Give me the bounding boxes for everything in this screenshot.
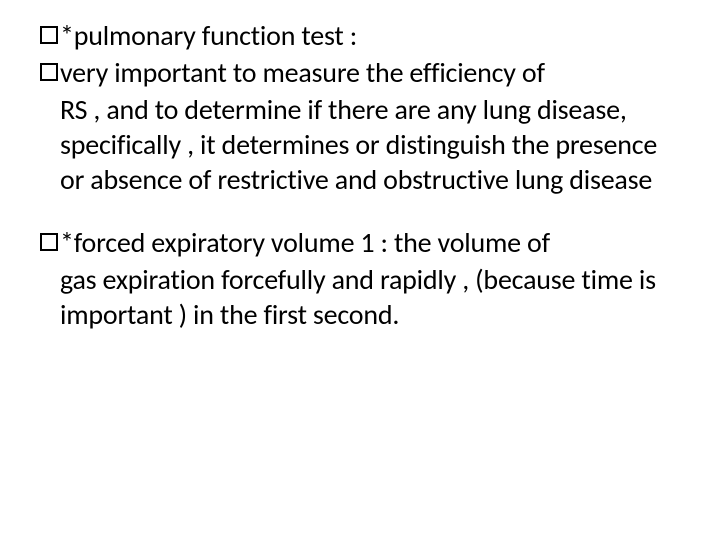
hollow-square-icon: [40, 233, 58, 251]
hollow-square-icon: [40, 26, 58, 44]
bullet-item-3: *forced expiratory volume 1 : the volume…: [40, 225, 680, 260]
continuation-text: gas expiration forcefully and rapidly , …: [40, 262, 680, 332]
bullet-text: very important to measure the efficiency…: [60, 55, 680, 90]
hollow-square-icon: [40, 63, 58, 81]
bullet-item-2: very important to measure the efficiency…: [40, 55, 680, 90]
bullet-text: *forced expiratory volume 1 : the volume…: [60, 225, 680, 260]
bullet-text: *pulmonary function test :: [60, 18, 680, 53]
continuation-text: RS , and to determine if there are any l…: [40, 92, 680, 197]
bullet-item-1: *pulmonary function test :: [40, 18, 680, 53]
